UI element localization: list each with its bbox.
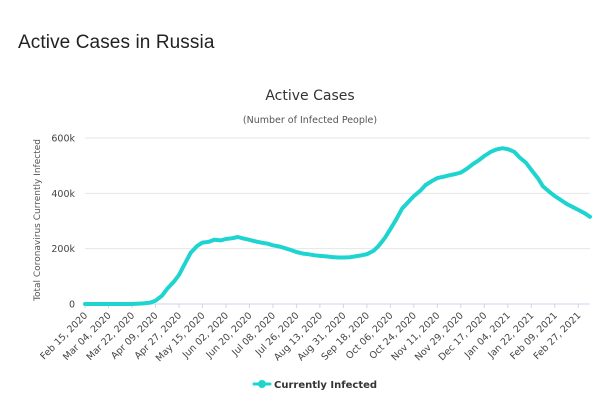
chart-title: Active Cases [265, 88, 354, 104]
legend-item-currently-infected[interactable]: Currently Infected [274, 380, 377, 391]
y-axis-ticks: 0 200k 400k 600k [51, 134, 75, 311]
legend[interactable]: Currently Infected [252, 380, 377, 391]
y-axis-title: Total Coronavirus Currently Infected [33, 139, 43, 302]
chart-subtitle: (Number of Infected People) [243, 115, 377, 126]
page-title: Active Cases in Russia [18, 32, 215, 53]
y-tick-label: 0 [69, 300, 75, 311]
y-tick-label: 600k [51, 134, 75, 145]
series-layer [83, 146, 592, 306]
series-line-currently-infected [83, 146, 592, 306]
legend-dot-marker [258, 380, 266, 388]
y-tick-label: 400k [51, 189, 75, 200]
y-tick-label: 200k [51, 244, 75, 255]
gridlines [85, 137, 590, 305]
